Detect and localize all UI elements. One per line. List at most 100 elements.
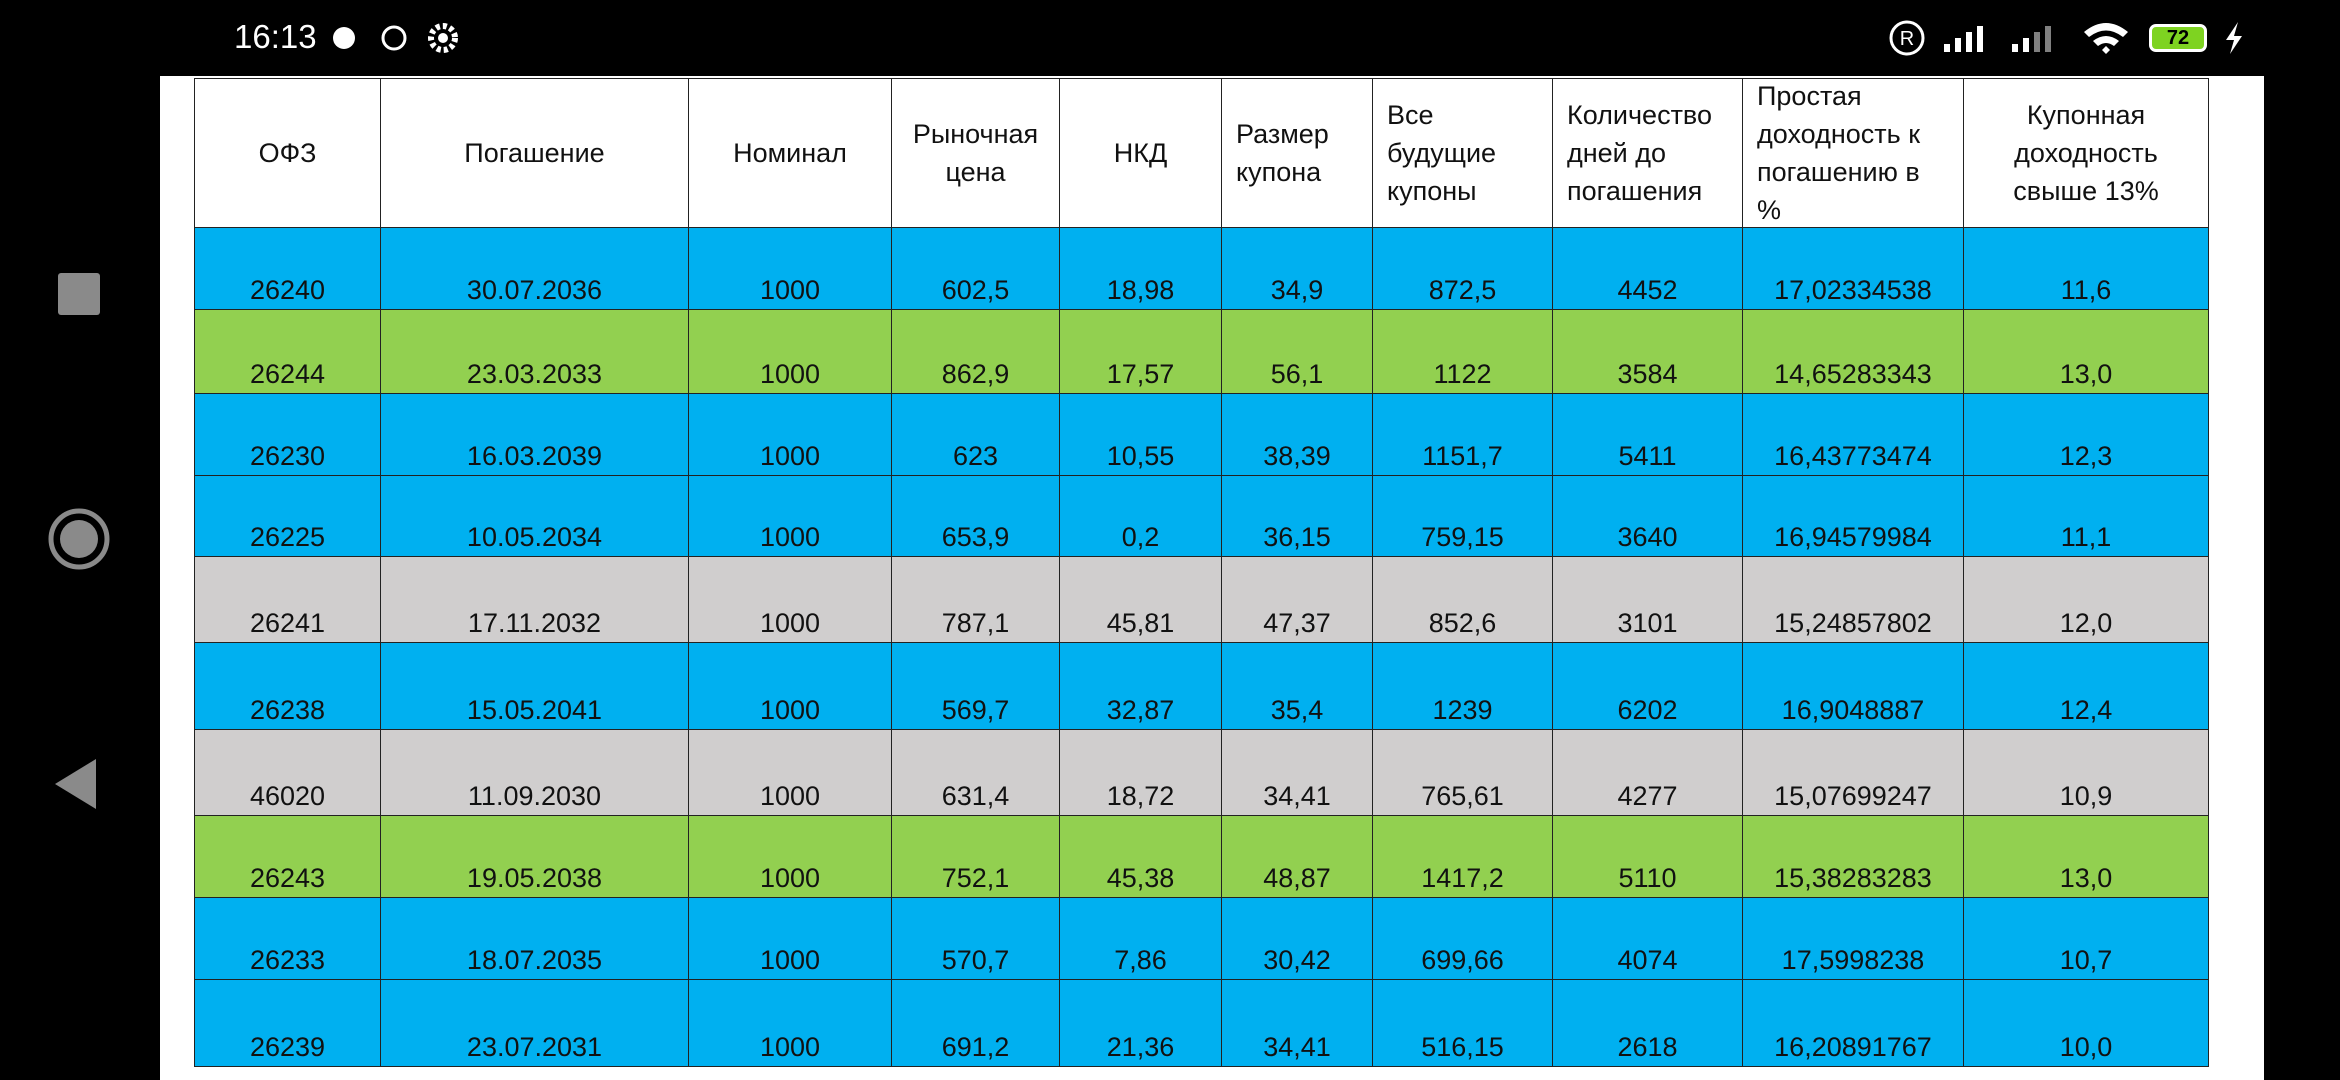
table-cell: 623	[892, 394, 1060, 476]
table-cell: 631,4	[892, 730, 1060, 816]
table-cell: 35,4	[1222, 643, 1373, 730]
battery: 72	[2149, 24, 2207, 52]
table-cell: 26241	[194, 557, 381, 643]
document: ОФЗ Погашение Номинал Рыночная цена НКД Разме…	[160, 76, 2264, 1080]
table-cell: 12,4	[1964, 643, 2209, 730]
table-cell: 21,36	[1060, 980, 1222, 1067]
table-cell: 14,65283343	[1743, 310, 1964, 394]
table-cell: 34,9	[1222, 228, 1373, 310]
table-cell: 15,38283283	[1743, 816, 1964, 898]
table-cell: 787,1	[892, 557, 1060, 643]
header-cell: Все будущие купоны	[1373, 78, 1553, 228]
table-cell: 4074	[1553, 898, 1743, 980]
table-cell: 1000	[689, 980, 892, 1067]
table-cell: 38,39	[1222, 394, 1373, 476]
table-cell: 10,0	[1964, 980, 2209, 1067]
recent-button[interactable]	[58, 273, 100, 315]
table-cell: 36,15	[1222, 476, 1373, 557]
svg-text:R: R	[1900, 28, 1914, 50]
table-cell: 4452	[1553, 228, 1743, 310]
table-cell: 19.05.2038	[381, 816, 689, 898]
status-icons: R	[333, 20, 2242, 56]
table-cell: 13,0	[1964, 816, 2209, 898]
table-cell: 30,42	[1222, 898, 1373, 980]
nav-bar	[48, 273, 110, 809]
table-cell: 3101	[1553, 557, 1743, 643]
table-cell: 23.03.2033	[381, 310, 689, 394]
table-cell: 10,7	[1964, 898, 2209, 980]
table-cell: 47,37	[1222, 557, 1373, 643]
table-cell: 1151,7	[1373, 394, 1553, 476]
table-cell: 13,0	[1964, 310, 2209, 394]
table-cell: 10,55	[1060, 394, 1222, 476]
header-cell: Рыночная цена	[892, 78, 1060, 228]
table-cell: 18,98	[1060, 228, 1222, 310]
header-cell: Размер купона	[1222, 78, 1373, 228]
table-cell: 45,38	[1060, 816, 1222, 898]
table-cell: 26225	[194, 476, 381, 557]
table-cell: 1000	[689, 816, 892, 898]
table-cell: 34,41	[1222, 730, 1373, 816]
table-cell: 570,7	[892, 898, 1060, 980]
table-cell: 862,9	[892, 310, 1060, 394]
table-cell: 1000	[689, 557, 892, 643]
home-button[interactable]	[48, 508, 110, 570]
table-cell: 852,6	[1373, 557, 1553, 643]
table-cell: 759,15	[1373, 476, 1553, 557]
table-cell: 15,07699247	[1743, 730, 1964, 816]
table-cell: 26239	[194, 980, 381, 1067]
table-cell: 5110	[1553, 816, 1743, 898]
table-cell: 48,87	[1222, 816, 1373, 898]
table-cell: 15,24857802	[1743, 557, 1964, 643]
table-cell: 26230	[194, 394, 381, 476]
table-cell: 16.03.2039	[381, 394, 689, 476]
header-cell: ОФЗ	[194, 78, 381, 228]
table-cell: 1000	[689, 476, 892, 557]
table-cell: 15.05.2041	[381, 643, 689, 730]
table-cell: 1000	[689, 643, 892, 730]
header-cell: Номинал	[689, 78, 892, 228]
table-cell: 32,87	[1060, 643, 1222, 730]
table-cell: 26240	[194, 228, 381, 310]
table-cell: 1239	[1373, 643, 1553, 730]
table-cell: 5411	[1553, 394, 1743, 476]
table-cell: 1000	[689, 730, 892, 816]
table-cell: 16,94579984	[1743, 476, 1964, 557]
back-button[interactable]	[55, 759, 96, 809]
home-dot	[60, 520, 98, 558]
table-cell: 1000	[689, 228, 892, 310]
table-cell: 17,5998238	[1743, 898, 1964, 980]
table-cell: 1417,2	[1373, 816, 1553, 898]
table-cell: 3640	[1553, 476, 1743, 557]
table-cell: 26243	[194, 816, 381, 898]
table-cell: 1122	[1373, 310, 1553, 394]
table-cell: 699,66	[1373, 898, 1553, 980]
status-time: 16:13	[234, 18, 317, 55]
table-cell: 26233	[194, 898, 381, 980]
table-cell: 653,9	[892, 476, 1060, 557]
table-cell: 26238	[194, 643, 381, 730]
table-cell: 17,57	[1060, 310, 1222, 394]
table-cell: 6202	[1553, 643, 1743, 730]
table-cell: 0,2	[1060, 476, 1222, 557]
table-cell: 16,43773474	[1743, 394, 1964, 476]
header-cell: Количество дней до погашения	[1553, 78, 1743, 228]
table-cell: 30.07.2036	[381, 228, 689, 310]
table-cell: 17.11.2032	[381, 557, 689, 643]
table-cell: 602,5	[892, 228, 1060, 310]
table-cell: 18.07.2035	[381, 898, 689, 980]
table-cell: 7,86	[1060, 898, 1222, 980]
table-cell: 34,41	[1222, 980, 1373, 1067]
table-cell: 516,15	[1373, 980, 1553, 1067]
table-cell: 3584	[1553, 310, 1743, 394]
table-cell: 2618	[1553, 980, 1743, 1067]
table-cell: 26244	[194, 310, 381, 394]
header-cell: Простая доходность к погашению в %	[1743, 78, 1964, 228]
table-cell: 45,81	[1060, 557, 1222, 643]
table-cell: 11,6	[1964, 228, 2209, 310]
table-cell: 691,2	[892, 980, 1060, 1067]
table-cell: 16,20891767	[1743, 980, 1964, 1067]
table-cell: 46020	[194, 730, 381, 816]
table-cell: 56,1	[1222, 310, 1373, 394]
